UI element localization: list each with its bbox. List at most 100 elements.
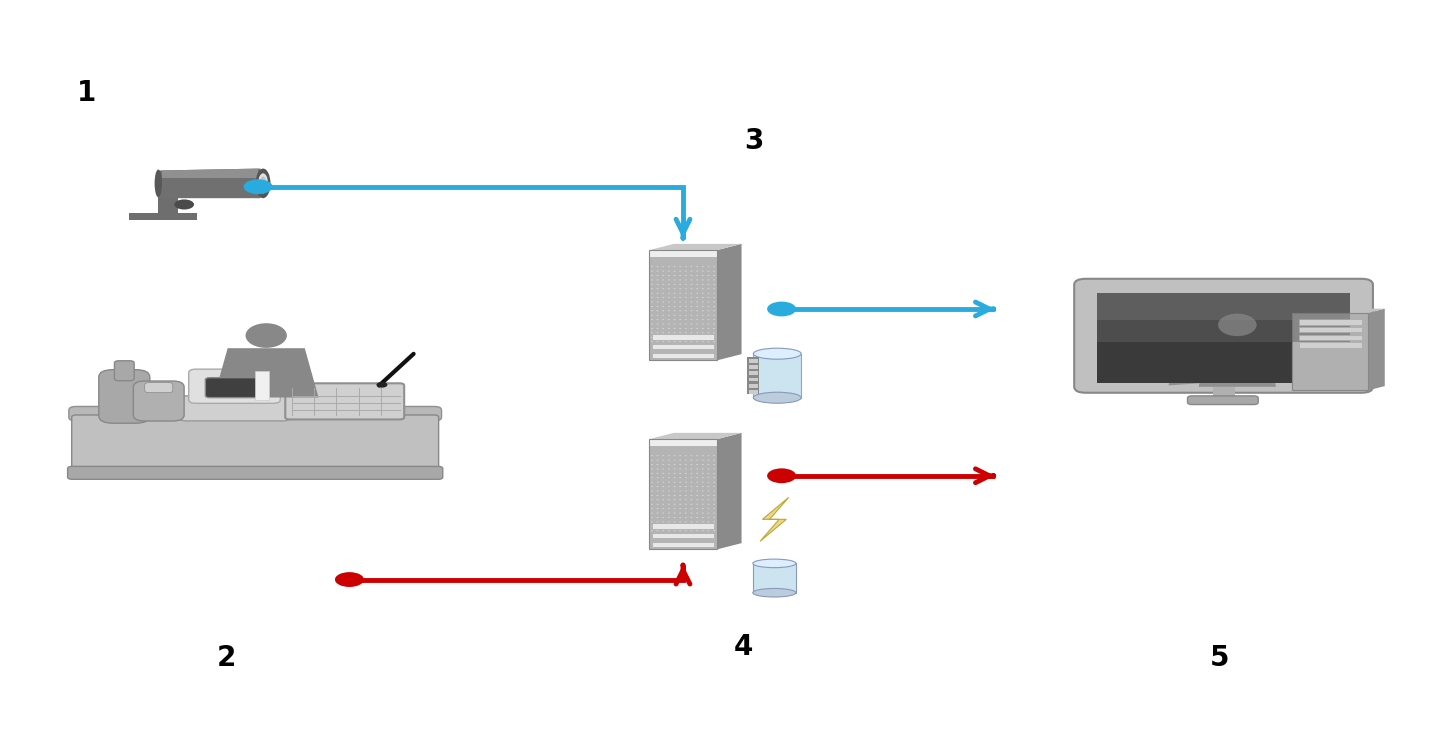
- Circle shape: [651, 477, 652, 478]
- Circle shape: [663, 310, 664, 311]
- Circle shape: [684, 310, 687, 311]
- Circle shape: [651, 319, 652, 320]
- Circle shape: [702, 473, 703, 474]
- Circle shape: [651, 508, 652, 509]
- Bar: [256, 371, 269, 400]
- Bar: [1299, 319, 1361, 324]
- Circle shape: [674, 486, 676, 487]
- Circle shape: [708, 495, 709, 496]
- Circle shape: [668, 526, 670, 527]
- FancyBboxPatch shape: [1187, 396, 1258, 405]
- Circle shape: [679, 464, 681, 465]
- Circle shape: [674, 477, 676, 478]
- Circle shape: [690, 275, 693, 276]
- Circle shape: [679, 310, 681, 311]
- Circle shape: [696, 275, 697, 276]
- Circle shape: [696, 481, 697, 483]
- Bar: [748, 371, 758, 375]
- Circle shape: [674, 271, 676, 272]
- Circle shape: [668, 341, 670, 342]
- Bar: [129, 213, 196, 220]
- Polygon shape: [1168, 373, 1207, 385]
- Circle shape: [668, 473, 670, 474]
- Circle shape: [668, 319, 670, 320]
- Circle shape: [690, 292, 693, 294]
- Circle shape: [713, 310, 715, 311]
- Circle shape: [708, 337, 709, 338]
- Circle shape: [702, 460, 703, 461]
- Circle shape: [684, 288, 687, 289]
- Circle shape: [702, 306, 703, 307]
- Circle shape: [696, 337, 697, 338]
- Circle shape: [708, 271, 709, 272]
- Circle shape: [674, 481, 676, 483]
- Ellipse shape: [753, 589, 796, 597]
- Circle shape: [708, 499, 709, 500]
- Circle shape: [696, 319, 697, 320]
- Circle shape: [696, 292, 697, 294]
- Bar: [649, 250, 716, 360]
- FancyBboxPatch shape: [189, 369, 280, 403]
- Circle shape: [674, 490, 676, 492]
- Circle shape: [690, 310, 693, 311]
- Circle shape: [668, 464, 670, 465]
- Circle shape: [657, 490, 658, 492]
- Circle shape: [713, 517, 715, 518]
- Circle shape: [696, 486, 697, 487]
- Polygon shape: [214, 348, 318, 397]
- Circle shape: [696, 284, 697, 285]
- Circle shape: [651, 499, 652, 500]
- Circle shape: [713, 464, 715, 465]
- Bar: [748, 390, 758, 394]
- Circle shape: [663, 337, 664, 338]
- Circle shape: [713, 530, 715, 531]
- Bar: [1213, 387, 1235, 400]
- FancyBboxPatch shape: [205, 378, 263, 397]
- Circle shape: [663, 517, 664, 518]
- Circle shape: [684, 499, 687, 500]
- Circle shape: [679, 328, 681, 329]
- Circle shape: [674, 275, 676, 276]
- Circle shape: [684, 297, 687, 298]
- Circle shape: [713, 473, 715, 474]
- Circle shape: [663, 288, 664, 289]
- Circle shape: [708, 508, 709, 509]
- Circle shape: [708, 292, 709, 294]
- Circle shape: [336, 572, 363, 587]
- Circle shape: [651, 526, 652, 527]
- Circle shape: [679, 473, 681, 474]
- Circle shape: [696, 508, 697, 509]
- Circle shape: [674, 455, 676, 456]
- Circle shape: [668, 284, 670, 285]
- Circle shape: [696, 490, 697, 492]
- Circle shape: [684, 271, 687, 272]
- FancyBboxPatch shape: [179, 396, 291, 421]
- Circle shape: [702, 337, 703, 338]
- Circle shape: [713, 266, 715, 267]
- Circle shape: [663, 266, 664, 267]
- Circle shape: [668, 328, 670, 329]
- Ellipse shape: [753, 348, 801, 359]
- Circle shape: [651, 297, 652, 298]
- Text: 3: 3: [744, 127, 763, 155]
- Ellipse shape: [256, 169, 270, 198]
- Circle shape: [679, 297, 681, 298]
- Circle shape: [708, 319, 709, 320]
- Circle shape: [684, 530, 687, 531]
- Circle shape: [663, 495, 664, 496]
- Circle shape: [679, 306, 681, 307]
- Circle shape: [663, 455, 664, 456]
- Circle shape: [674, 530, 676, 531]
- Ellipse shape: [753, 559, 796, 568]
- Circle shape: [696, 297, 697, 298]
- Circle shape: [651, 306, 652, 307]
- Circle shape: [702, 275, 703, 276]
- Circle shape: [684, 460, 687, 461]
- Circle shape: [668, 275, 670, 276]
- Bar: [649, 439, 716, 549]
- Circle shape: [679, 530, 681, 531]
- Circle shape: [708, 490, 709, 492]
- Circle shape: [657, 526, 658, 527]
- Circle shape: [663, 271, 664, 272]
- Circle shape: [702, 526, 703, 527]
